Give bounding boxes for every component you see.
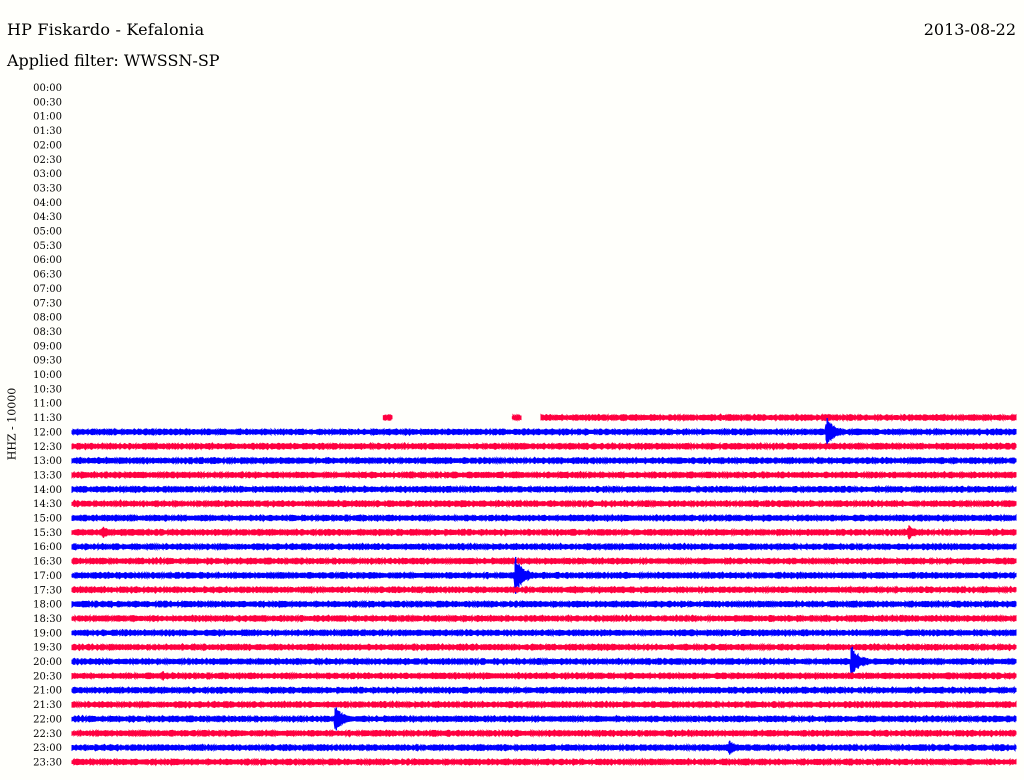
- time-tick-label: 23:00: [33, 743, 62, 754]
- trace-line-2130: [71, 699, 1017, 710]
- time-tick-label: 14:30: [33, 499, 62, 510]
- time-tick-label: 21:30: [33, 700, 62, 711]
- trace-line-2230: [71, 728, 1017, 738]
- trace-line-1730: [71, 585, 1017, 595]
- time-tick-label: 09:00: [33, 341, 62, 352]
- trace-line-2200: [71, 707, 1017, 729]
- trace-line-1600: [71, 542, 1017, 552]
- trace-line-1500: [71, 513, 1017, 523]
- trace-line-1430: [71, 499, 1017, 509]
- filter-label: Applied filter: WWSSN-SP: [7, 51, 220, 70]
- time-tick-label: 03:00: [33, 169, 62, 180]
- time-tick-label: 04:00: [33, 198, 62, 209]
- time-tick-label: 20:30: [33, 671, 62, 682]
- trace-line-2100: [71, 685, 1017, 695]
- trace-line-1200: [71, 419, 1017, 444]
- time-tick-label: 07:30: [33, 298, 62, 309]
- time-tick-label: 04:30: [33, 212, 62, 223]
- trace-line-1230: [71, 441, 1017, 451]
- trace-line-1530: [71, 525, 1017, 540]
- time-tick-label: 05:00: [33, 227, 62, 238]
- trace-line-2030: [71, 671, 1017, 681]
- time-tick-label: 00:30: [33, 97, 62, 108]
- trace-line-2300: [71, 740, 1017, 756]
- time-tick-label: 10:30: [33, 384, 62, 395]
- trace-line-1900: [71, 628, 1017, 638]
- station-title: HP Fiskardo - Kefalonia: [7, 20, 205, 39]
- time-tick-label: 07:00: [33, 284, 62, 295]
- time-tick-label: 13:30: [33, 470, 62, 481]
- time-tick-label: 06:00: [33, 255, 62, 266]
- time-axis-labels: 00:00 00:30 01:00 01:30 02:00 02:30 03:00 03:30…: [33, 83, 62, 768]
- trace-line-1330: [71, 470, 1017, 480]
- time-tick-label: 22:30: [33, 729, 62, 740]
- trace-line-1130: [383, 413, 1017, 422]
- time-tick-label: 12:30: [33, 442, 62, 453]
- time-tick-label: 19:30: [33, 643, 62, 654]
- seismic-traces: [71, 413, 1017, 767]
- time-tick-label: 08:00: [33, 313, 62, 324]
- trace-line-1400: [71, 484, 1017, 494]
- time-tick-label: 15:30: [33, 528, 62, 539]
- time-tick-label: 09:30: [33, 356, 62, 367]
- date-label: 2013-08-22: [923, 20, 1016, 39]
- time-tick-label: 01:00: [33, 112, 62, 123]
- time-tick-label: 16:00: [33, 542, 62, 553]
- time-tick-label: 16:30: [33, 557, 62, 568]
- time-tick-label: 00:00: [33, 83, 62, 94]
- time-tick-label: 17:30: [33, 585, 62, 596]
- time-tick-label: 02:00: [33, 140, 62, 151]
- trace-line-1830: [71, 613, 1017, 623]
- trace-line-1300: [71, 456, 1017, 466]
- time-tick-label: 19:00: [33, 628, 62, 639]
- time-tick-label: 17:00: [33, 571, 62, 582]
- time-tick-label: 12:00: [33, 427, 62, 438]
- time-tick-label: 18:00: [33, 600, 62, 611]
- time-tick-label: 23:30: [33, 757, 62, 768]
- time-tick-label: 02:30: [33, 155, 62, 166]
- time-tick-label: 03:30: [33, 183, 62, 194]
- trace-line-1700: [71, 558, 1017, 591]
- trace-line-2330: [71, 757, 1017, 767]
- time-tick-label: 08:30: [33, 327, 62, 338]
- trace-line-2000: [71, 647, 1017, 675]
- time-tick-label: 15:00: [33, 514, 62, 525]
- time-tick-label: 13:00: [33, 456, 62, 467]
- trace-line-1630: [71, 556, 1017, 566]
- time-tick-label: 20:00: [33, 657, 62, 668]
- time-tick-label: 11:00: [33, 399, 62, 410]
- time-tick-label: 21:00: [33, 686, 62, 697]
- trace-line-1800: [71, 599, 1017, 609]
- trace-line-1930: [71, 642, 1017, 652]
- time-tick-label: 06:30: [33, 270, 62, 281]
- time-tick-label: 01:30: [33, 126, 62, 137]
- time-tick-label: 10:00: [33, 370, 62, 381]
- time-tick-label: 14:00: [33, 485, 62, 496]
- time-tick-label: 11:30: [33, 413, 62, 424]
- time-tick-label: 22:00: [33, 714, 62, 725]
- time-tick-label: 05:30: [33, 241, 62, 252]
- time-tick-label: 18:30: [33, 614, 62, 625]
